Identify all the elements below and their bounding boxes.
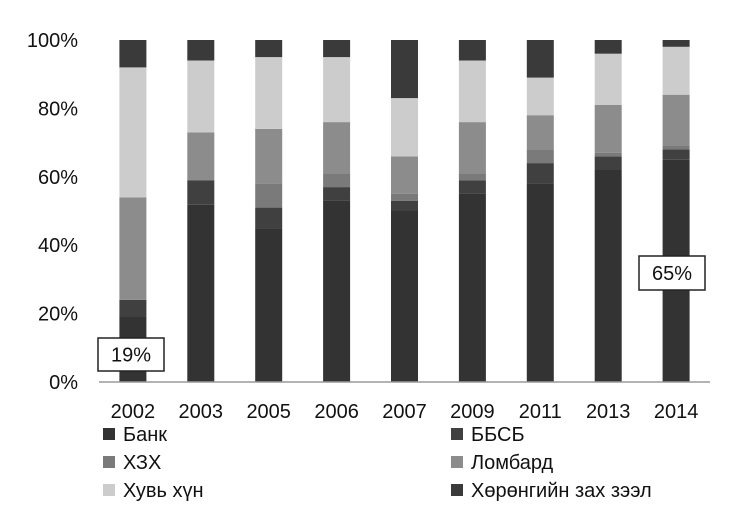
x-axis-ticks: 2002 2003 2005 2006 2007 2009 2011 2013 2014 — [111, 401, 699, 423]
bar-segment-2006-s2 — [323, 173, 351, 188]
bar-segment-2002-s4 — [119, 67, 147, 198]
bar-segment-2009-s3 — [458, 122, 486, 174]
legend-label-3: Ломбард — [471, 452, 554, 474]
x-tick-label: 2003 — [179, 401, 224, 423]
x-tick-label: 2005 — [246, 401, 291, 423]
bar-segment-2006-s0 — [323, 200, 351, 382]
x-tick-label: 2006 — [314, 401, 359, 423]
bar-segment-2013-s4 — [594, 53, 622, 105]
bar-segment-2011-s1 — [526, 163, 554, 184]
bar-segment-2006-s5 — [323, 40, 351, 58]
bar-segment-2005-s0 — [255, 228, 283, 382]
legend-label-4: Хувь хүн — [123, 480, 204, 502]
legend-label-2: ХЗХ — [123, 452, 161, 474]
bar-segment-2006-s3 — [323, 122, 351, 174]
bar-segment-2005-s5 — [255, 40, 283, 58]
bar-segment-2009-s1 — [458, 180, 486, 194]
bar-segment-2013-s5 — [594, 40, 622, 54]
callout-box-2014 — [638, 255, 706, 291]
bar-segment-2013-s3 — [594, 105, 622, 153]
x-tick-label: 2007 — [382, 401, 427, 423]
bar-segment-2005-s1 — [255, 207, 283, 229]
callout-label-2002: 19% — [111, 345, 151, 367]
x-tick-label: 2002 — [111, 401, 156, 423]
bar-segment-2011-s0 — [526, 183, 554, 382]
legend-swatch-4 — [103, 484, 115, 496]
legend-label-1: ББСБ — [471, 424, 525, 446]
bar-segment-2014-s3 — [662, 94, 690, 146]
bar-segment-2013-s2 — [594, 152, 622, 157]
bar-segment-2009-s5 — [458, 40, 486, 61]
callout-label-2014: 65% — [652, 263, 692, 285]
bar-segment-2003-s5 — [187, 40, 215, 61]
legend-swatch-5 — [451, 484, 463, 496]
bar-segment-2014-s2 — [662, 146, 690, 150]
bar-segment-2014-s1 — [662, 149, 690, 160]
callout-box-2002 — [97, 337, 165, 372]
bar-segment-2014-s5 — [662, 40, 690, 47]
bar-segment-2011-s4 — [526, 77, 554, 116]
legend-swatch-1 — [451, 428, 463, 440]
bar-segment-2005-s4 — [255, 57, 283, 129]
bar-segment-2003-s1 — [187, 180, 215, 205]
legend: Банк ББСБ ХЗХ Ломбард Хувь хүн Хөрөнгийн зах … — [103, 424, 652, 502]
bar-segment-2013-s1 — [594, 156, 622, 170]
x-tick-label: 2009 — [450, 401, 495, 423]
y-axis-ticks: 0% 20% 40% 60% 80% 100% — [27, 30, 78, 394]
bar-segment-2003-s0 — [187, 204, 215, 382]
bar-segment-2002-s3 — [119, 197, 147, 300]
y-tick-label: 60% — [38, 167, 78, 189]
legend-label-5: Хөрөнгийн зах зээл — [471, 480, 652, 502]
bar-segment-2005-s3 — [255, 128, 283, 184]
bar-segment-2009-s2 — [458, 173, 486, 181]
bar-segment-2006-s4 — [323, 57, 351, 123]
bars-layer — [119, 40, 690, 382]
y-tick-label: 40% — [38, 235, 78, 257]
x-tick-label: 2014 — [654, 401, 699, 423]
y-tick-label: 0% — [49, 372, 78, 394]
bar-segment-2003-s3 — [187, 132, 215, 181]
x-tick-label: 2013 — [586, 401, 631, 423]
bar-segment-2007-s5 — [391, 40, 418, 99]
legend-swatch-3 — [451, 456, 463, 468]
y-tick-label: 100% — [27, 30, 78, 52]
x-tick-label: 2011 — [519, 401, 562, 423]
bar-segment-2013-s0 — [594, 170, 622, 382]
legend-swatch-0 — [103, 428, 115, 440]
bar-segment-2014-s4 — [662, 46, 690, 95]
bar-segment-2006-s1 — [323, 187, 351, 201]
bar-segment-2011-s3 — [526, 115, 554, 150]
bar-segment-2007-s1 — [391, 200, 418, 211]
bar-segment-2003-s4 — [187, 60, 215, 133]
bar-segment-2002-s5 — [119, 40, 147, 68]
y-tick-label: 20% — [38, 304, 78, 326]
bar-segment-2009-s4 — [458, 60, 486, 123]
bar-segment-2011-s5 — [526, 40, 554, 78]
bar-segment-2007-s0 — [391, 211, 418, 382]
bar-segment-2005-s2 — [255, 183, 283, 208]
bar-segment-2007-s3 — [391, 156, 418, 194]
legend-label-0: Банк — [123, 424, 167, 446]
callouts: 19% 65% — [97, 255, 706, 372]
bar-segment-2002-s1 — [119, 299, 147, 317]
bar-segment-2007-s4 — [391, 98, 418, 157]
y-tick-label: 80% — [38, 98, 78, 120]
bar-segment-2009-s0 — [458, 193, 486, 382]
bar-segment-2011-s2 — [526, 149, 554, 164]
legend-swatch-2 — [103, 456, 115, 468]
bar-segment-2007-s2 — [391, 193, 418, 201]
